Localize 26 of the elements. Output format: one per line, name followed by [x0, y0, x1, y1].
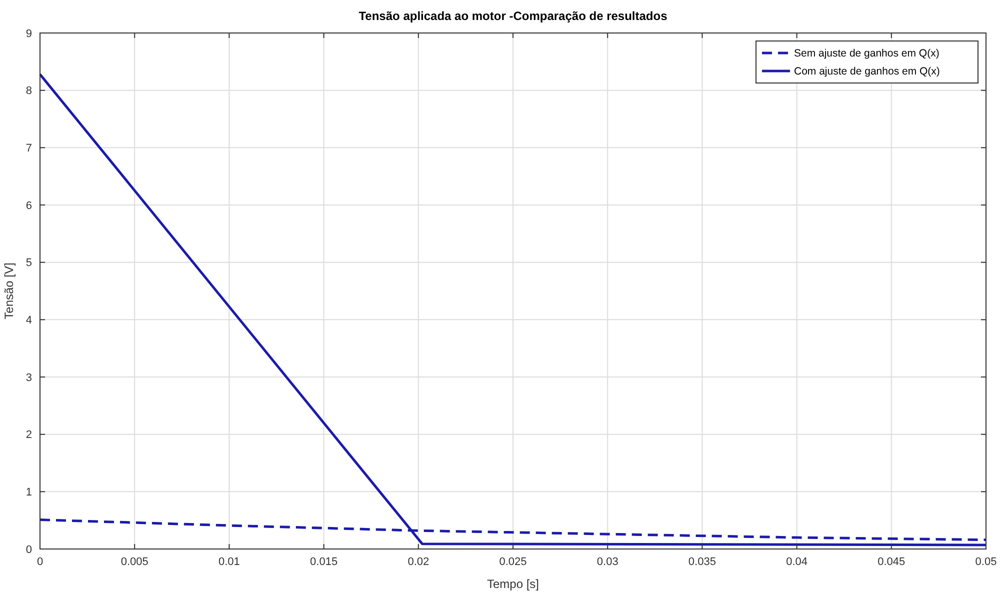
legend-label: Sem ajuste de ganhos em Q(x): [794, 48, 940, 60]
x-tick-label: 0: [36, 556, 44, 568]
y-tick-label: 8: [26, 85, 32, 98]
y-tick-label: 3: [26, 372, 32, 384]
x-tick-label: 0.02: [408, 556, 430, 568]
x-tick-label: 0.015: [310, 556, 338, 568]
y-tick-label: 9: [26, 28, 32, 40]
x-tick-label: 0.04: [786, 556, 808, 568]
y-tick-label: 0: [26, 544, 32, 556]
chart-title: Tensão aplicada ao motor -Comparação de resultados: [358, 9, 668, 23]
x-tick-label: 0.05: [975, 556, 997, 568]
y-tick-label: 2: [26, 429, 32, 442]
x-tick-label: 0.03: [596, 556, 618, 568]
legend-label: Com ajuste de ganhos em Q(x): [794, 66, 940, 78]
y-axis-title: Tensão [V]: [2, 262, 16, 320]
x-tick-label: 0.045: [878, 556, 906, 568]
y-tick-label: 5: [26, 257, 32, 270]
y-tick-label: 6: [26, 200, 32, 212]
x-axis-title: Tempo [s]: [486, 577, 540, 591]
x-tick-label: 0.025: [499, 556, 527, 568]
y-tick-label: 4: [26, 314, 32, 327]
x-tick-label: 0.005: [120, 556, 148, 568]
y-tick-label: 1: [26, 486, 32, 499]
y-tick-label: 7: [26, 142, 32, 155]
x-tick-label: 0.035: [688, 556, 716, 568]
x-tick-label: 0.01: [218, 556, 240, 568]
